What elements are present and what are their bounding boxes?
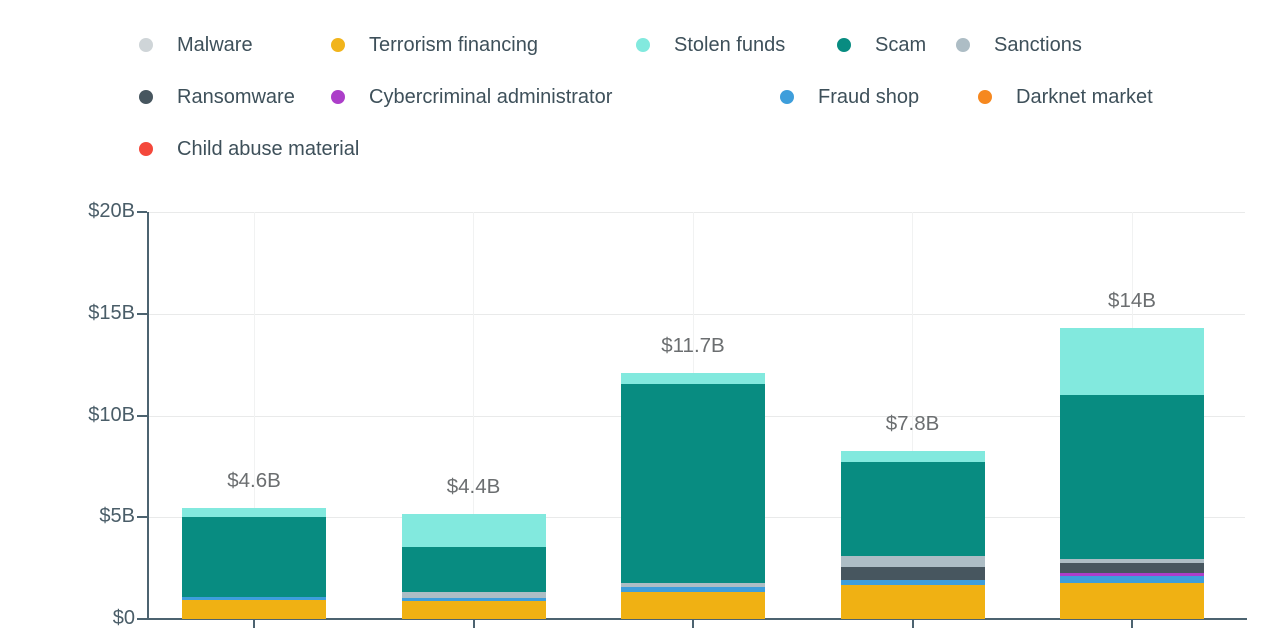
legend-label: Child abuse material xyxy=(177,137,360,160)
legend-dot-terrorism-financing-icon xyxy=(331,38,345,52)
bar-1-segment-fraud-shop xyxy=(182,597,326,601)
legend-item-fraud-shop[interactable]: Fraud shop xyxy=(780,86,978,109)
bar-1-value-label: $4.6B xyxy=(227,469,281,493)
legend-row-2: Ransomware Cybercriminal administrator Fra… xyxy=(139,84,1153,110)
bar-4-segment-scam xyxy=(840,461,985,556)
bar-2-segment-darknet-market xyxy=(401,601,546,619)
legend-label: Sanctions xyxy=(994,33,1082,56)
gridline-h-20b xyxy=(149,212,1245,213)
legend-dot-scam-icon xyxy=(837,38,851,52)
y-axis-labels: $0 $5B $10B $15B $20B xyxy=(0,0,135,640)
legend-item-sanctions[interactable]: Sanctions xyxy=(956,34,1082,57)
chart-legend: Malware Terrorism financing Stolen funds Sc… xyxy=(139,32,1153,162)
legend-label: Malware xyxy=(177,33,253,56)
bar-4-segment-sanctions xyxy=(840,555,985,568)
bar-2-value-label: $4.4B xyxy=(446,475,501,499)
bar-5 xyxy=(1060,328,1204,619)
bar-2-segment-sanctions xyxy=(401,592,546,599)
x-axis-tick-category-1 xyxy=(253,619,255,628)
bar-5-segment-scam xyxy=(1060,395,1204,560)
x-axis-tick-category-2 xyxy=(472,619,475,628)
y-axis-tick-5b xyxy=(137,516,147,519)
bar-4-segment-darknet-market xyxy=(840,584,985,619)
bar-5-segment-cybercriminal-administrator xyxy=(1060,572,1204,576)
legend-row-1: Malware Terrorism financing Stolen funds Sc… xyxy=(139,32,1153,58)
bar-5-value-label: $14B xyxy=(1108,289,1156,313)
bar-4-segment-ransomware xyxy=(840,567,985,580)
gridline-v-category-4 xyxy=(912,212,913,619)
legend-dot-cybercriminal-administrator-icon xyxy=(331,90,345,104)
legend-dot-malware-icon xyxy=(139,38,153,52)
bar-3-segment-darknet-market xyxy=(621,592,765,619)
bar-5-segment-sanctions xyxy=(1060,559,1204,563)
legend-dot-fraud-shop-icon xyxy=(780,90,794,104)
bar-3 xyxy=(621,372,765,619)
legend-item-ransomware[interactable]: Ransomware xyxy=(139,86,331,109)
x-axis-tick-category-4 xyxy=(911,619,914,628)
legend-label: Stolen funds xyxy=(674,33,786,56)
y-tick-label-10b: $10B xyxy=(88,403,135,426)
bar-3-segment-stolen-funds xyxy=(621,372,765,384)
legend-item-darknet-market[interactable]: Darknet market xyxy=(978,86,1153,109)
legend-label: Scam xyxy=(875,33,927,56)
bar-1-segment-scam xyxy=(182,517,326,598)
bar-5-segment-ransomware xyxy=(1060,562,1204,573)
gridline-v-category-1 xyxy=(253,212,255,619)
x-axis-tick-category-3 xyxy=(692,619,694,628)
legend-label: Darknet market xyxy=(1016,85,1153,108)
bar-3-value-label: $11.7B xyxy=(661,333,725,357)
y-tick-label-20b: $20B xyxy=(88,200,135,223)
plot-area: $4.6B $4.4B $11.7B $7.8B $14B xyxy=(137,211,1247,628)
bar-4 xyxy=(840,450,985,619)
legend-dot-ransomware-icon xyxy=(139,90,153,104)
legend-item-child-abuse-material[interactable]: Child abuse material xyxy=(139,138,359,161)
y-axis-tick-15b xyxy=(137,312,147,315)
bar-4-value-label: $7.8B xyxy=(885,411,940,435)
gridline-h-15b xyxy=(149,313,1245,315)
bar-5-segment-darknet-market xyxy=(1060,582,1204,619)
legend-dot-darknet-market-icon xyxy=(978,90,992,104)
y-tick-label-15b: $15B xyxy=(88,301,135,324)
bar-5-segment-fraud-shop xyxy=(1060,575,1204,583)
legend-item-cybercriminal-administrator[interactable]: Cybercriminal administrator xyxy=(331,86,780,109)
legend-label: Fraud shop xyxy=(818,85,920,108)
legend-row-3: Child abuse material xyxy=(139,136,1153,162)
bar-3-segment-scam xyxy=(621,383,765,583)
y-axis-tick-10b xyxy=(137,414,147,417)
legend-item-stolen-funds[interactable]: Stolen funds xyxy=(636,34,837,57)
legend-item-terrorism-financing[interactable]: Terrorism financing xyxy=(331,34,636,57)
legend-item-malware[interactable]: Malware xyxy=(139,34,331,57)
y-axis-tick-20b xyxy=(137,211,147,213)
legend-dot-stolen-funds-icon xyxy=(636,38,650,52)
legend-label: Terrorism financing xyxy=(369,33,538,56)
bar-4-segment-fraud-shop xyxy=(840,579,985,585)
bar-1-segment-stolen-funds xyxy=(182,508,326,518)
legend-item-scam[interactable]: Scam xyxy=(837,34,956,57)
bar-2-segment-scam xyxy=(401,547,546,593)
x-axis-tick-category-5 xyxy=(1131,619,1133,628)
bar-2-segment-stolen-funds xyxy=(401,514,546,548)
legend-label: Cybercriminal administrator xyxy=(369,85,613,108)
y-tick-label-0: $0 xyxy=(112,607,135,630)
bar-3-segment-sanctions xyxy=(621,583,765,588)
legend-dot-sanctions-icon xyxy=(956,38,970,52)
legend-label: Ransomware xyxy=(177,85,295,108)
bar-4-segment-stolen-funds xyxy=(840,450,985,462)
legend-dot-child-abuse-material-icon xyxy=(139,142,153,156)
y-tick-label-5b: $5B xyxy=(99,505,135,528)
bar-1 xyxy=(182,508,326,619)
gridline-v-category-2 xyxy=(473,212,474,619)
bar-1-segment-darknet-market xyxy=(182,600,326,619)
bar-2 xyxy=(401,514,546,619)
bar-3-segment-fraud-shop xyxy=(621,587,765,593)
bar-2-segment-fraud-shop xyxy=(401,598,546,602)
bar-5-segment-stolen-funds xyxy=(1060,328,1204,396)
